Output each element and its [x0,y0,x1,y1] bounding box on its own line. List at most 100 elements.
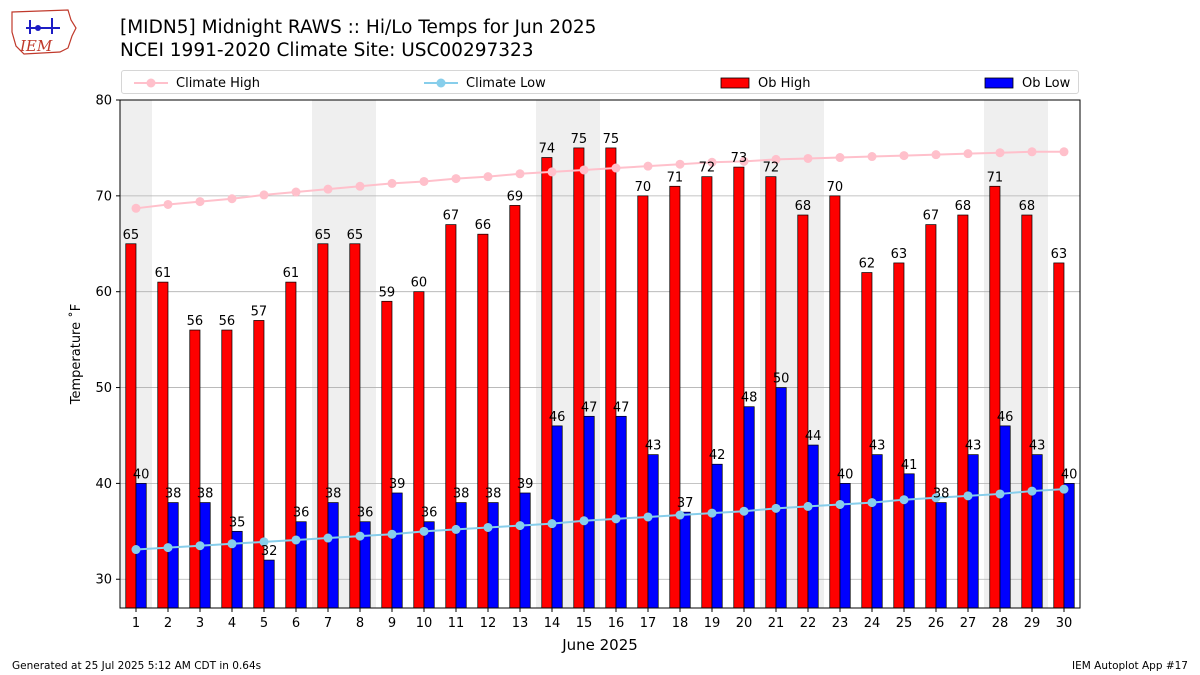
ob-high-label: 63 [1051,247,1068,262]
legend-ob-high: Ob High [720,74,811,92]
y-tick-label: 50 [95,381,112,396]
ob-low-label: 38 [453,487,470,502]
ob-low-label: 36 [421,506,438,521]
y-tick-label: 40 [95,477,112,492]
climate-low-point [1027,486,1037,496]
x-tick-label: 12 [480,616,497,631]
climate-high-point [1059,147,1069,157]
climate-low-point [515,521,525,531]
climate-high-point [483,172,493,182]
x-tick-label: 18 [672,616,689,631]
x-tick-label: 16 [608,616,625,631]
ob-low-label: 38 [933,487,950,502]
ob-low-label: 43 [1029,439,1046,454]
ob-high-bar [285,281,297,609]
climate-low-point [963,491,973,501]
x-tick-label: 10 [416,616,433,631]
climate-high-point [195,197,205,207]
ob-low-label: 46 [549,410,566,425]
climate-low-point [547,519,557,529]
ob-high-bar [381,300,393,609]
climate-high-point [739,156,749,166]
ob-high-bar [957,214,969,609]
climate-low-point [995,489,1005,499]
ob-low-label: 32 [261,544,278,559]
legend-label: Climate Low [466,75,546,91]
ob-high-bar [669,185,681,609]
climate-low-point [323,533,333,543]
y-tick-label: 70 [95,189,112,204]
ob-high-bar [445,224,457,609]
ob-low-bar [391,492,403,609]
ob-high-bar [637,195,649,609]
ob-high-label: 67 [443,209,460,224]
climate-high-point [163,199,173,209]
ob-low-label: 43 [869,439,886,454]
climate-high-point [963,149,973,159]
x-tick-label: 14 [544,616,561,631]
ob-high-bar [221,329,233,609]
ob-low-bar [455,502,467,609]
ob-high-bar [509,205,521,609]
legend-label: Ob Low [1022,75,1071,91]
ob-low-bar [871,454,883,609]
chart-subtitle: NCEI 1991-2020 Climate Site: USC00297323 [120,40,534,61]
x-tick-label: 20 [736,616,753,631]
climate-high-point [707,157,717,167]
climate-high-point [547,167,557,177]
ob-high-bar [157,281,169,609]
ob-high-bar [541,157,553,609]
ob-high-label: 59 [379,285,396,300]
climate-low-point [771,503,781,513]
climate-low-point [355,531,365,541]
ob-low-label: 39 [517,477,534,492]
climate-high-point [995,148,1005,158]
climate-high-point [675,159,685,169]
ob-high-label: 57 [251,304,268,319]
ob-high-bar [413,291,425,609]
x-tick-label: 30 [1056,616,1073,631]
ob-low-label: 47 [581,400,598,415]
ob-high-label: 73 [731,151,748,166]
climate-low-point [931,493,941,503]
climate-high-point [323,184,333,194]
climate-high-point [579,165,589,175]
ob-high-label: 72 [763,161,780,176]
climate-high-point [899,151,909,161]
ob-high-label: 61 [155,266,172,281]
ob-low-bar [263,559,275,609]
climate-high-point [259,190,269,200]
ob-high-bar [573,147,585,609]
climate-low-point [675,510,685,520]
ob-low-bar [583,415,595,609]
ob-low-bar [615,415,627,609]
climate-high-point [451,174,461,184]
climate-low-point [163,543,173,553]
climate-low-point [739,506,749,516]
climate-high-point [771,154,781,164]
y-tick-label: 30 [95,573,112,588]
climate-low-point [867,498,877,508]
ob-low-bar [903,473,915,609]
ob-high-bar [253,320,265,609]
ob-high-label: 71 [987,170,1004,185]
x-tick-label: 8 [356,616,364,631]
logo-text: IEM [19,37,53,55]
ob-low-bar [1063,483,1075,609]
x-tick-label: 9 [388,616,396,631]
ob-low-bar [551,425,563,609]
climate-low-point [707,508,717,518]
climate-low-point [451,524,461,534]
x-tick-label: 13 [512,616,529,631]
ob-high-bar [701,176,713,609]
ob-high-label: 66 [475,218,492,233]
chart-title: [MIDN5] Midnight RAWS :: Hi/Lo Temps for… [120,17,597,38]
ob-high-label: 69 [507,189,524,204]
ob-low-label: 42 [709,448,726,463]
x-tick-label: 25 [896,616,913,631]
ob-low-bar [519,492,531,609]
ob-low-label: 35 [229,515,246,530]
climate-high-point [419,176,429,186]
ob-high-label: 71 [667,170,684,185]
